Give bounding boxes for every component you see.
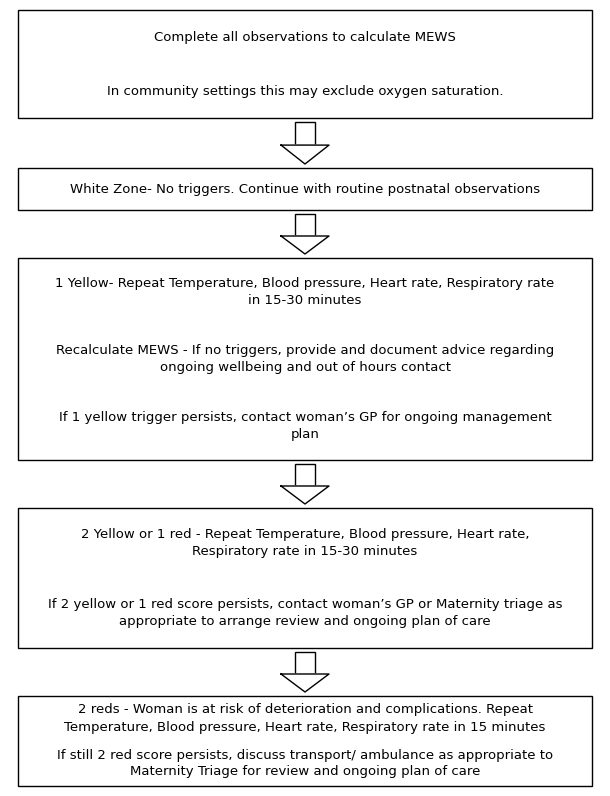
Polygon shape [281,236,329,254]
Bar [18,508,592,648]
Polygon shape [281,674,329,692]
Bar [295,122,315,145]
Bar [295,464,315,486]
Polygon shape [281,145,329,164]
Text: Complete all observations to calculate MEWS: Complete all observations to calculate M… [154,30,456,44]
Bar [18,696,592,786]
Text: In community settings this may exclude oxygen saturation.: In community settings this may exclude o… [107,84,503,97]
Bar [18,168,592,210]
Text: 2 reds - Woman is at risk of deterioration and complications. Repeat
Temperature: 2 reds - Woman is at risk of deteriorati… [64,704,546,733]
Text: If 1 yellow trigger persists, contact woman’s GP for ongoing management
plan: If 1 yellow trigger persists, contact wo… [59,412,551,441]
Polygon shape [281,486,329,504]
Bar [295,214,315,236]
Text: 1 Yellow- Repeat Temperature, Blood pressure, Heart rate, Respiratory rate
in 15: 1 Yellow- Repeat Temperature, Blood pres… [56,277,554,306]
Text: If still 2 red score persists, discuss transport/ ambulance as appropriate to
Ma: If still 2 red score persists, discuss t… [57,748,553,778]
Bar [18,10,592,118]
Text: White Zone- No triggers. Continue with routine postnatal observations: White Zone- No triggers. Continue with r… [70,182,540,196]
Text: If 2 yellow or 1 red score persists, contact woman’s GP or Maternity triage as
a: If 2 yellow or 1 red score persists, con… [48,598,562,628]
Text: 2 Yellow or 1 red - Repeat Temperature, Blood pressure, Heart rate,
Respiratory : 2 Yellow or 1 red - Repeat Temperature, … [81,528,529,558]
Text: Recalculate MEWS - If no triggers, provide and document advice regarding
ongoing: Recalculate MEWS - If no triggers, provi… [56,344,554,374]
Bar [18,258,592,460]
Bar [295,652,315,674]
